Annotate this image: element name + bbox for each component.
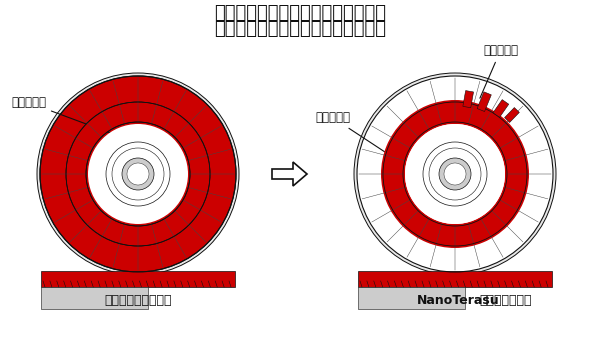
Text: 実験ハッチ: 実験ハッチ <box>480 44 518 98</box>
Text: NanoTerasu: NanoTerasu <box>417 294 500 307</box>
Circle shape <box>354 73 556 275</box>
Circle shape <box>439 158 471 190</box>
Circle shape <box>122 158 154 190</box>
Circle shape <box>405 124 505 224</box>
Bar <box>493 100 509 117</box>
Text: 従来の管理区域設定: 従来の管理区域設定 <box>104 294 172 307</box>
Bar <box>463 90 473 108</box>
Circle shape <box>357 76 553 272</box>
Circle shape <box>37 73 239 275</box>
Text: 実験ホール: 実験ホール <box>11 96 110 133</box>
FancyArrow shape <box>272 162 307 186</box>
Bar <box>41 287 148 309</box>
Text: の管理区域設定: の管理区域設定 <box>479 294 532 307</box>
Circle shape <box>40 76 236 272</box>
Bar <box>358 287 465 309</box>
Text: 管理区域設定エリア（塗部）の比較: 管理区域設定エリア（塗部）の比較 <box>214 20 386 38</box>
Bar <box>358 271 552 287</box>
Text: ナノテラスと従来の放射光施設との: ナノテラスと従来の放射光施設との <box>214 4 386 22</box>
Bar <box>41 271 235 287</box>
Bar <box>477 92 491 112</box>
Circle shape <box>444 163 466 185</box>
Bar <box>505 108 520 122</box>
Text: 蓄積リング: 蓄積リング <box>315 111 386 152</box>
Circle shape <box>88 124 188 224</box>
Circle shape <box>127 163 149 185</box>
